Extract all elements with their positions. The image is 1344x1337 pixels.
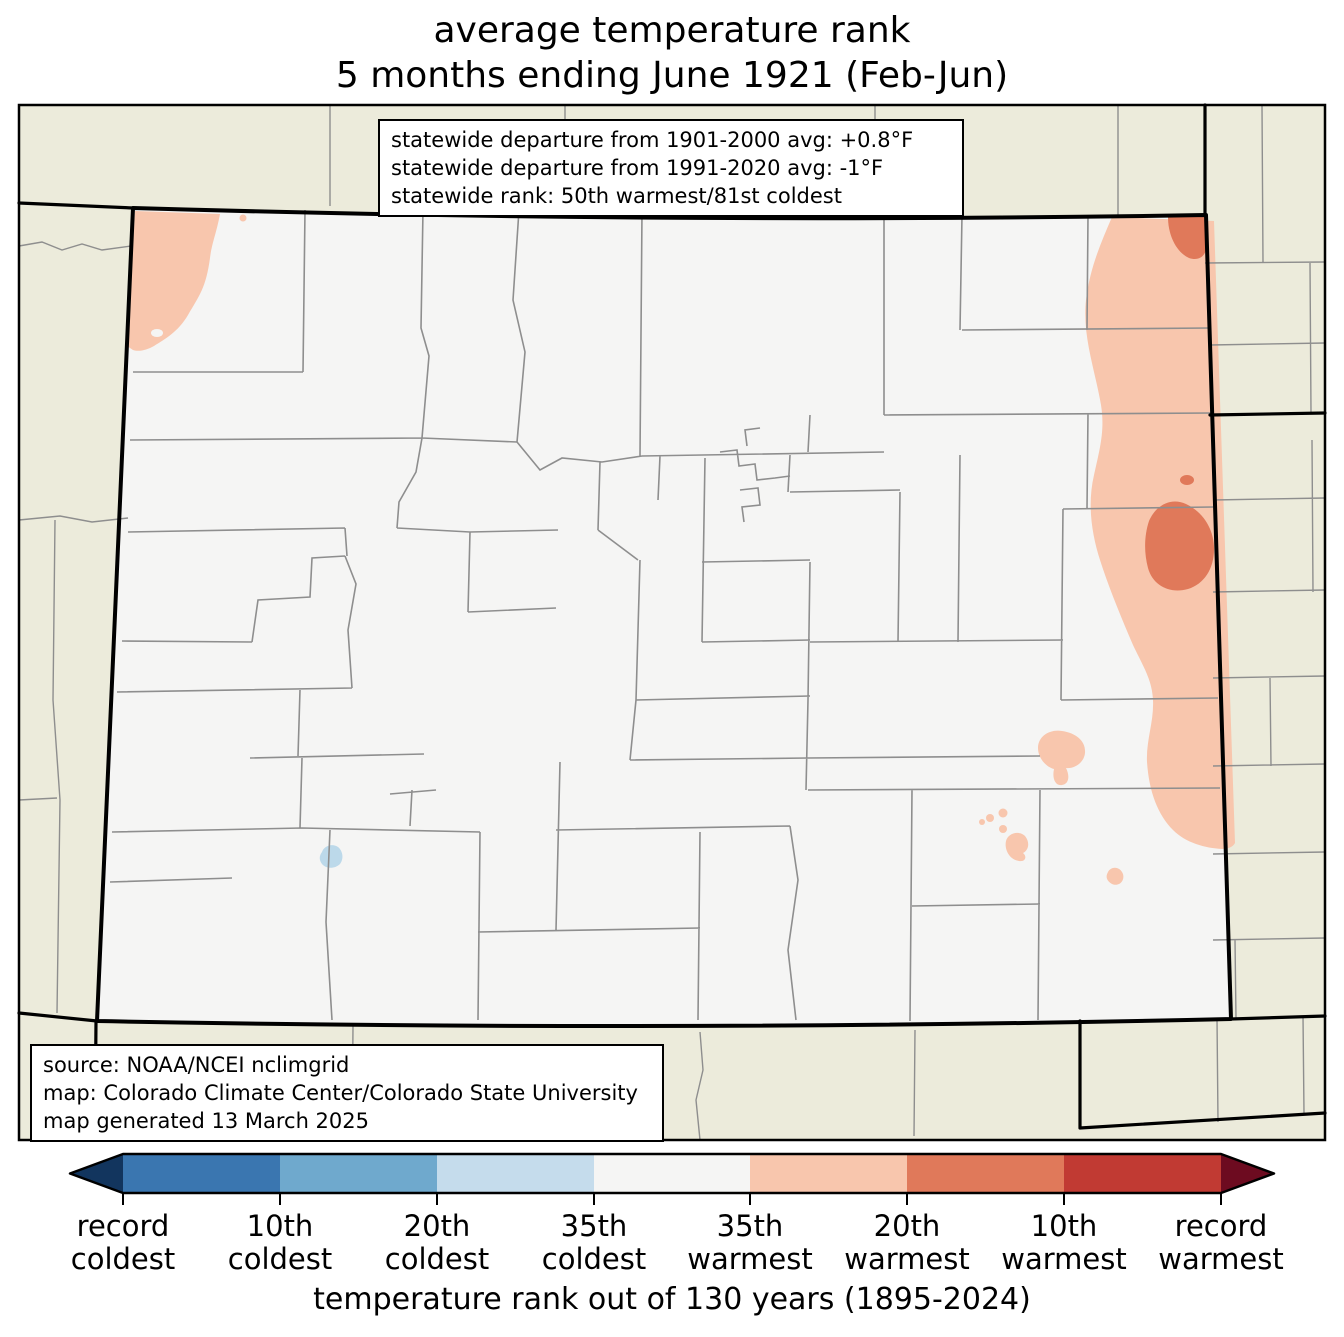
colorbar-label-record-coldest: record coldest bbox=[70, 1209, 176, 1276]
east-central-hot-blob bbox=[1145, 501, 1214, 591]
colorado-county-lines bbox=[109, 209, 1221, 1022]
northwest-patch-hole bbox=[151, 329, 163, 337]
colorbar-label-35th-warmest: 35th warmest bbox=[687, 1209, 813, 1276]
central-cold-patch bbox=[319, 845, 343, 868]
north-border-warm-dot bbox=[239, 214, 247, 222]
colorbar-label-20th-warmest: 20th warmest bbox=[844, 1209, 970, 1276]
colorbar-left-arrow bbox=[70, 1154, 123, 1193]
statewide-stats-box: statewide departure from 1901-2000 avg: … bbox=[378, 119, 964, 217]
colorado-shape bbox=[97, 208, 1231, 1027]
warm-20th-areas bbox=[1145, 217, 1214, 591]
colorbar-segment-7 bbox=[1064, 1154, 1221, 1193]
southeast-warm-speck-4 bbox=[999, 825, 1007, 833]
map-frame bbox=[17, 103, 1327, 1142]
southeast-warm-blob-1 bbox=[1038, 730, 1086, 786]
colorbar bbox=[68, 1152, 1276, 1205]
stats-line-2: statewide departure from 1991-2020 avg: … bbox=[391, 156, 884, 180]
colorbar-title: temperature rank out of 130 years (1895-… bbox=[313, 1282, 1031, 1317]
credits-box: source: NOAA/NCEI nclimgrid map: Colorad… bbox=[30, 1044, 664, 1142]
colorbar-segment-6 bbox=[907, 1154, 1064, 1193]
colorbar-ticks bbox=[122, 1193, 1222, 1205]
colorbar-segment-5 bbox=[750, 1154, 907, 1193]
southeast-warm-speck-2 bbox=[998, 808, 1008, 818]
colorbar-label-10th-warmest: 10th warmest bbox=[1001, 1209, 1127, 1276]
colorbar-segment-1 bbox=[123, 1154, 280, 1193]
credits-line-1: source: NOAA/NCEI nclimgrid bbox=[43, 1053, 350, 1077]
credits-line-3: map generated 13 March 2025 bbox=[43, 1109, 370, 1133]
northeast-corner-hot-blob bbox=[1168, 217, 1207, 260]
colorbar-label-35th-coldest: 35th coldest bbox=[541, 1209, 647, 1276]
colorbar-segment-4 bbox=[594, 1154, 750, 1193]
colorbar-label-10th-coldest: 10th coldest bbox=[227, 1209, 333, 1276]
colorbar-label-20th-coldest: 20th coldest bbox=[384, 1209, 490, 1276]
northwest-warm-patch bbox=[127, 211, 220, 351]
southeast-warm-speck-1 bbox=[986, 814, 994, 822]
colorbar-segment-3 bbox=[437, 1154, 594, 1193]
east-hot-dot bbox=[1180, 475, 1194, 485]
southeast-warm-blob-2 bbox=[1005, 832, 1029, 862]
stats-line-3: statewide rank: 50th warmest/81st coldes… bbox=[391, 184, 842, 208]
map-title-line2: 5 months ending June 1921 (Feb-Jun) bbox=[335, 55, 1009, 96]
credits-line-2: map: Colorado Climate Center/Colorado St… bbox=[43, 1081, 638, 1105]
southeast-warm-speck-3 bbox=[979, 819, 985, 825]
colorbar-segment-2 bbox=[280, 1154, 437, 1193]
southeast-warm-blob-3 bbox=[1106, 867, 1124, 885]
map-title-line1: average temperature rank bbox=[433, 10, 911, 51]
colorbar-label-record-warmest: record warmest bbox=[1158, 1209, 1284, 1276]
map-title: average temperature rank 5 months ending… bbox=[0, 8, 1344, 98]
colorbar-right-arrow bbox=[1221, 1154, 1274, 1193]
stats-line-1: statewide departure from 1901-2000 avg: … bbox=[391, 128, 914, 152]
